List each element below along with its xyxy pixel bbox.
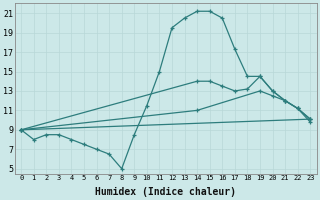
X-axis label: Humidex (Indice chaleur): Humidex (Indice chaleur)	[95, 186, 236, 197]
